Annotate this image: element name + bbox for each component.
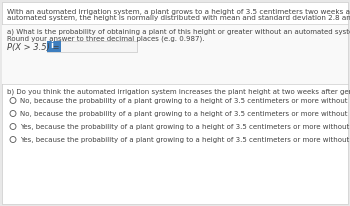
Bar — [47, 41, 137, 52]
Text: No, because the probability of a plant growing to a height of 3.5 centimeters or: No, because the probability of a plant g… — [20, 98, 350, 104]
Text: Yes, because the probability of a plant growing to a height of 3.5 centimeters o: Yes, because the probability of a plant … — [20, 124, 350, 130]
Text: b) Do you think the automated irrigation system increases the plant height at tw: b) Do you think the automated irrigation… — [7, 88, 350, 95]
Text: P(X > 3.5) =: P(X > 3.5) = — [7, 43, 60, 52]
Text: With an automated irrigation system, a plant grows to a height of 3.5 centimeter: With an automated irrigation system, a p… — [7, 9, 350, 15]
Text: a) What is the probability of obtaining a plant of this height or greater withou: a) What is the probability of obtaining … — [7, 28, 350, 34]
Text: i: i — [50, 41, 53, 49]
Bar — [47, 41, 61, 52]
Bar — [2, 25, 348, 84]
Text: Yes, because the probability of a plant growing to a height of 3.5 centimeters o: Yes, because the probability of a plant … — [20, 137, 350, 143]
Text: automated system, the height is normally distributed with mean and standard devi: automated system, the height is normally… — [7, 15, 350, 21]
Text: No, because the probability of a plant growing to a height of 3.5 centimeters or: No, because the probability of a plant g… — [20, 111, 350, 117]
Text: Round your answer to three decimal places (e.g. 0.987).: Round your answer to three decimal place… — [7, 35, 204, 41]
